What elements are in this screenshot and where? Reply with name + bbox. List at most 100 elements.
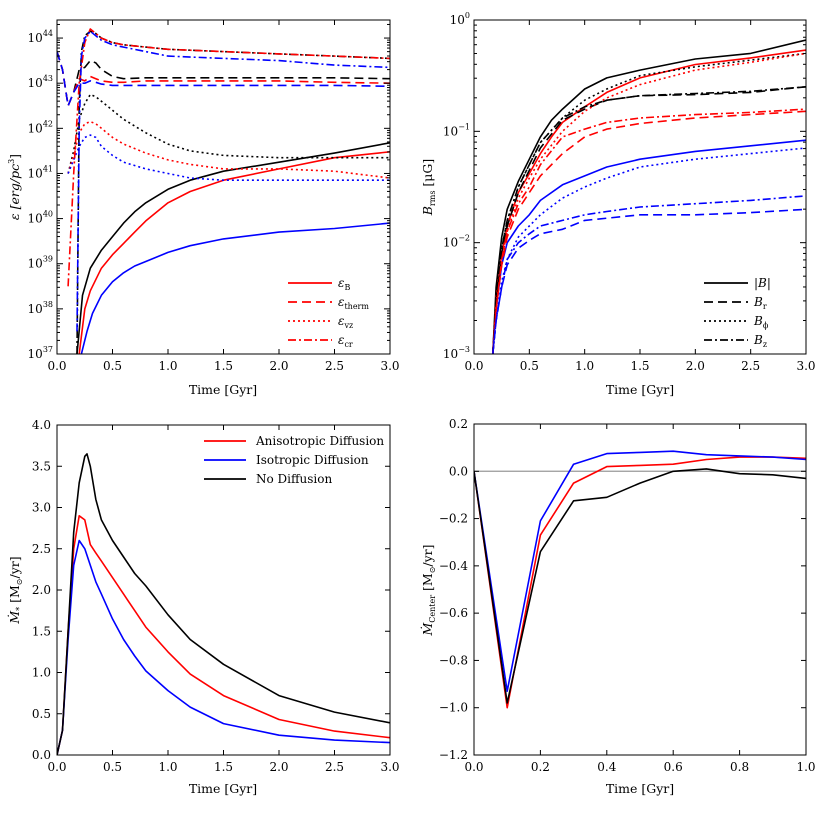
x-tick-label: 2.5: [741, 359, 760, 373]
x-tick-label: 0.8: [730, 760, 749, 774]
y-tick-label: 1037: [28, 345, 53, 361]
x-tick-label: 1.5: [214, 760, 233, 774]
series-line-black-solid: [76, 142, 390, 354]
y-tick-label: 0.5: [32, 707, 51, 721]
series-line-red-dotted: [67, 120, 390, 179]
series-line-black-solid: [474, 468, 806, 704]
x-tick-label: 0.4: [597, 760, 616, 774]
x-tick-label: 0.5: [520, 359, 539, 373]
x-tick-label: 0.0: [464, 760, 483, 774]
series-line-red-dotted: [492, 52, 806, 354]
series-line-red-solid: [474, 456, 806, 709]
plot-frame: [473, 423, 807, 756]
x-tick-label: 2.5: [325, 760, 344, 774]
series-line-blue-dashdot: [492, 195, 806, 354]
panel-magnetic-field: 0.0 0.5 1.0 1.5 2.0 2.5 3.0 10−3 10−2 10−1 100 Tim…: [420, 11, 816, 397]
panel-energy: 0.0 0.5 1.0 1.5 2.0 2.5 3.0 1037 1038 1039 1040 104…: [7, 19, 400, 397]
x-axis-label: Time [Gyr]: [189, 382, 257, 397]
legend-label: εtherm: [338, 295, 369, 311]
legend-label: No Diffusion: [256, 472, 332, 486]
x-tick-label: 1.5: [214, 359, 233, 373]
x-tick-label: 0.5: [103, 359, 122, 373]
series-line-red-solid: [78, 151, 390, 354]
y-tick-label: 10−2: [443, 234, 470, 250]
x-tick-label: 3.0: [380, 359, 399, 373]
x-tick-label: 0.6: [664, 760, 683, 774]
y-tick-label: 1044: [28, 29, 53, 45]
x-tick-label: 0.2: [531, 760, 550, 774]
series-line-black-dashdot: [492, 86, 806, 354]
legend-label: Anisotropic Diffusion: [255, 434, 384, 448]
x-axis-label: Time [Gyr]: [189, 781, 257, 796]
x-tick-label: 0.0: [47, 760, 66, 774]
y-tick-label: 1042: [28, 119, 53, 135]
y-tick-label: 1039: [28, 255, 53, 271]
series-line-red-solid: [57, 514, 390, 755]
series-line-red-solid: [492, 49, 806, 354]
y-axis-label: ṀCenter [M⊙/yr]: [420, 544, 437, 636]
x-tick-label: 3.0: [380, 760, 399, 774]
x-tick-label: 2.0: [686, 359, 705, 373]
y-tick-label: 3.0: [32, 501, 51, 515]
legend: εB εtherm εvz εcr: [288, 276, 369, 349]
y-axis-label: Brms [μG]: [420, 159, 437, 217]
x-axis-label: Time [Gyr]: [606, 382, 674, 397]
series-line-blue-solid: [474, 450, 806, 693]
series-line-red-dashed: [57, 51, 390, 107]
y-axis-label: ε [erg/pc3]: [7, 154, 22, 220]
y-tick-label: 1038: [28, 300, 53, 316]
y-tick-label: 2.0: [32, 583, 51, 597]
legend: |B| Br Bϕ Bz: [704, 276, 771, 349]
series-line-red-dashed: [492, 110, 806, 354]
legend-label: εcr: [338, 333, 353, 349]
legend-label: Isotropic Diffusion: [256, 453, 369, 467]
y-tick-label: −0.8: [439, 653, 468, 667]
y-tick-label: 100: [450, 11, 470, 27]
series-line-blue-dotted: [492, 147, 806, 354]
legend-label: Bϕ: [753, 314, 769, 330]
series-line-blue-dashed: [57, 51, 390, 107]
y-tick-label: −0.2: [439, 512, 468, 526]
y-tick-label: 10−3: [443, 345, 470, 361]
y-tick-label: −0.4: [439, 559, 469, 573]
y-tick-label: 1040: [28, 210, 53, 226]
y-tick-label: 0.0: [32, 748, 51, 762]
legend-label: εB: [338, 276, 350, 292]
y-tick-label: 1.5: [32, 624, 51, 638]
series-line-black-dashed: [492, 86, 806, 354]
legend-label: |B|: [754, 276, 771, 290]
x-tick-label: 0.0: [47, 359, 66, 373]
series-line-black-dashed: [57, 51, 390, 107]
series-line-red-dashdot: [67, 28, 390, 287]
x-tick-label: 1.0: [158, 760, 177, 774]
x-tick-label: 2.5: [325, 359, 344, 373]
y-tick-label: 1043: [28, 74, 53, 90]
x-tick-label: 0.0: [464, 359, 483, 373]
series-line-blue-solid: [57, 539, 390, 755]
y-tick-label: −0.6: [439, 606, 468, 620]
legend-label: εvz: [338, 314, 353, 330]
x-tick-label: 1.0: [796, 760, 815, 774]
x-tick-label: 1.0: [575, 359, 594, 373]
y-tick-label: 10−1: [443, 122, 470, 138]
y-tick-label: 1041: [28, 164, 53, 180]
y-tick-label: 4.0: [32, 418, 51, 432]
legend-label: Br: [753, 295, 767, 311]
plot-frame: [56, 424, 391, 756]
x-tick-label: 3.0: [796, 359, 815, 373]
series-line-blue-solid: [492, 139, 806, 354]
y-axis-label: Ṁ* [M⊙/yr]: [7, 556, 24, 624]
x-tick-label: 0.5: [103, 760, 122, 774]
y-tick-label: 0.0: [449, 464, 468, 478]
x-tick-label: 1.5: [630, 359, 649, 373]
x-axis-label: Time [Gyr]: [606, 781, 674, 796]
y-tick-label: 2.5: [32, 542, 51, 556]
legend-label: Bz: [753, 333, 767, 349]
series-line-red-dashdot: [492, 108, 806, 354]
series-line-blue-solid: [80, 222, 390, 354]
x-tick-label: 2.0: [269, 359, 288, 373]
series-line-black-dotted: [67, 93, 390, 174]
x-tick-label: 2.0: [269, 760, 288, 774]
panel-star-formation-rate: 0.0 0.5 1.0 1.5 2.0 2.5 3.0 0.0 0.5 1.0 1.5 2.0 2.5 3…: [7, 418, 400, 796]
